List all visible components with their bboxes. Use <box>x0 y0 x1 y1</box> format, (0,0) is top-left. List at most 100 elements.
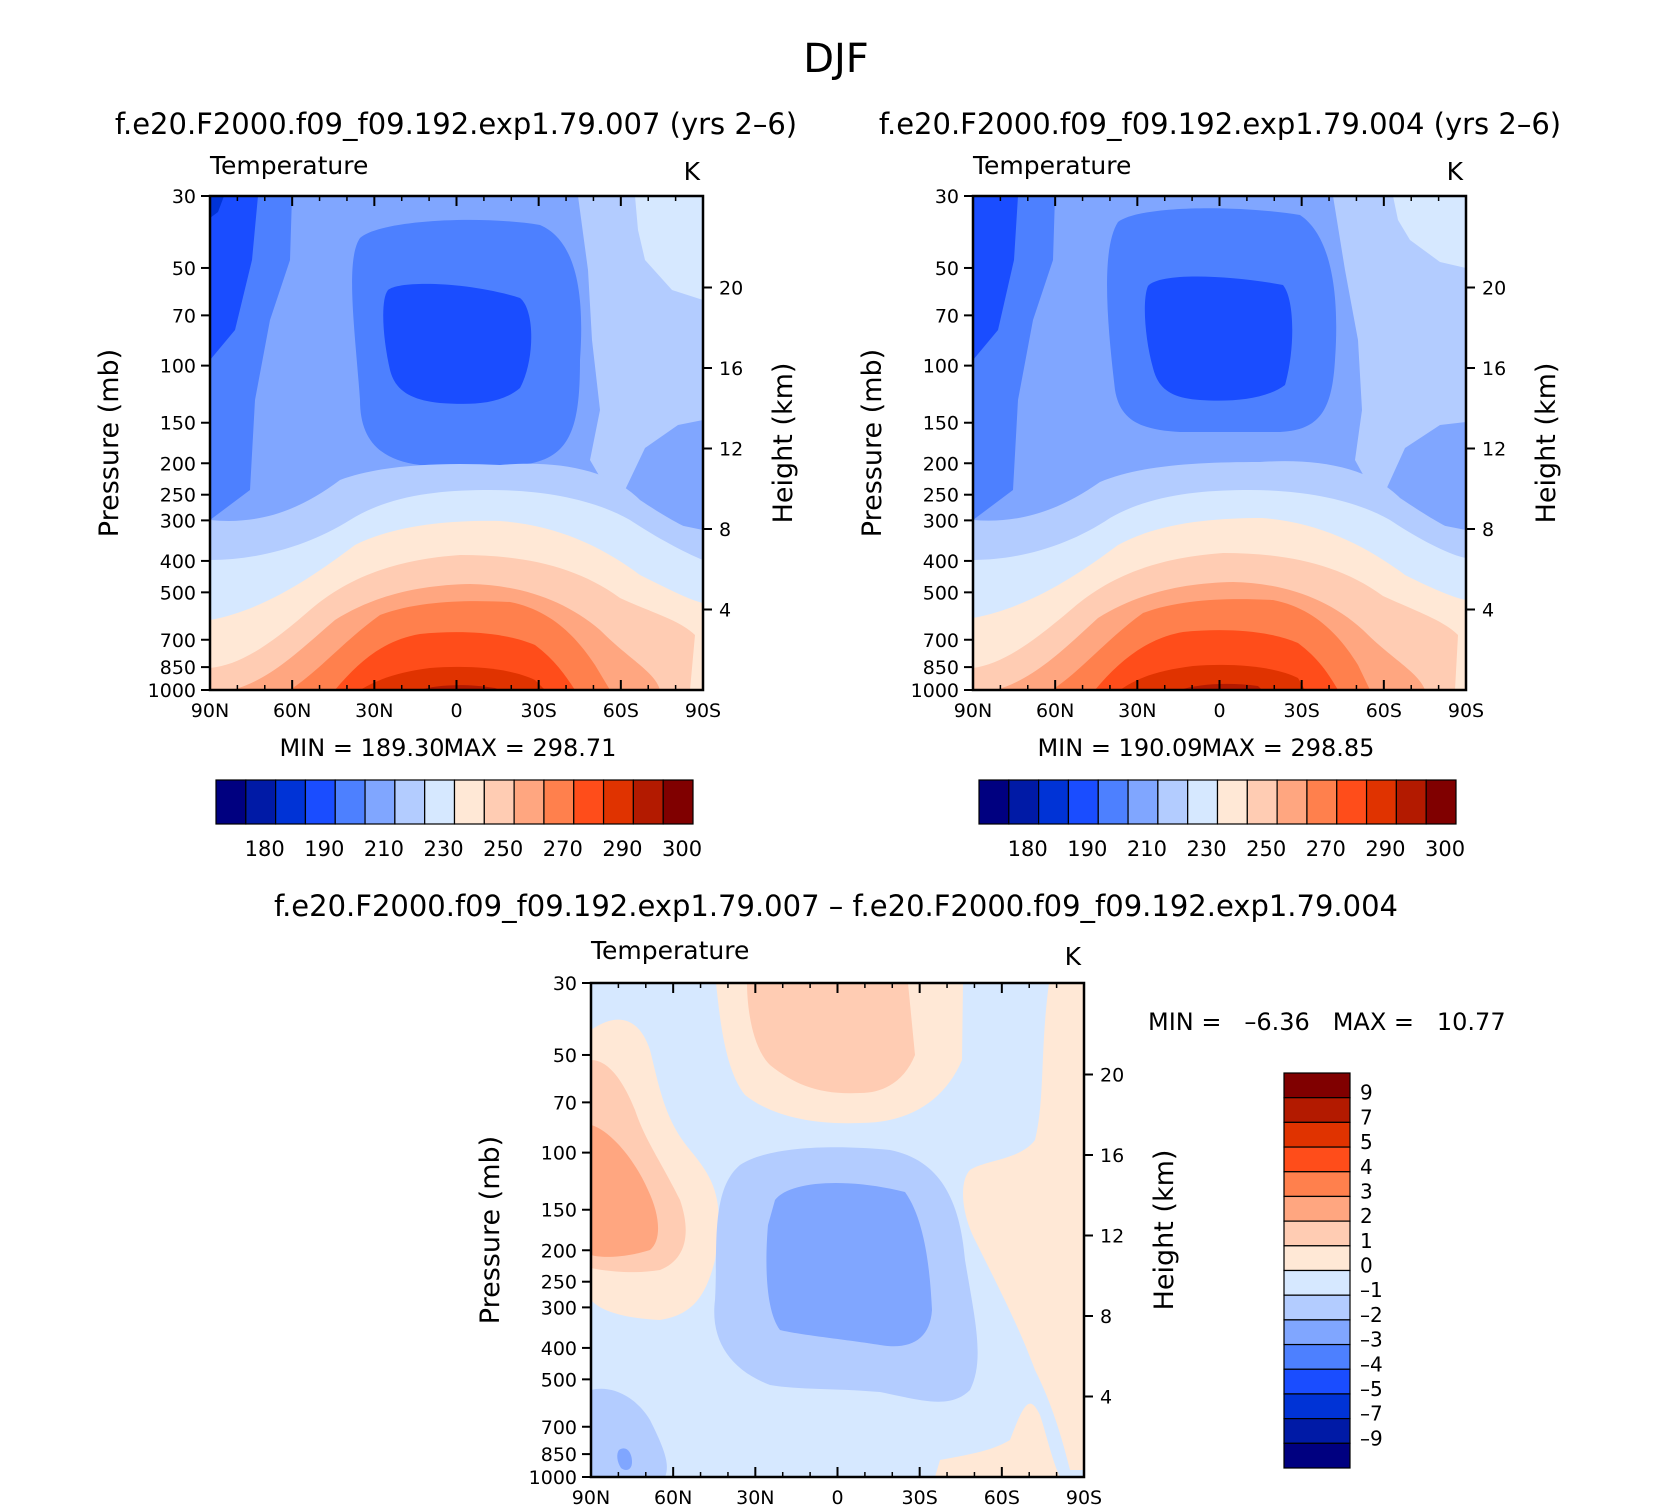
height-tick-label: 8 <box>1100 1306 1112 1328</box>
panel-1-title: f.e20.F2000.f09_f09.192.exp1.79.007 (yrs… <box>115 107 797 141</box>
fill-0-1-sfc <box>935 1403 1060 1477</box>
fill-200-210-nh <box>210 196 258 360</box>
y-tick-label: 200 <box>923 453 959 475</box>
fill-1-2-top <box>747 983 915 1094</box>
panel-1: f.e20.F2000.f09_f09.192.exp1.79.007 (yrs… <box>94 107 799 861</box>
x-tick-label: 90S <box>1066 1487 1102 1509</box>
panel-2: f.e20.F2000.f09_f09.192.exp1.79.004 (yrs… <box>857 107 1562 861</box>
panel-2-colorbar: 180 190 210 230 250 270 290 300 <box>978 779 1465 861</box>
y-tick-label: 850 <box>541 1444 577 1466</box>
colorbar-label: –4 <box>1360 1352 1383 1376</box>
colorbar-swatch <box>1283 1294 1351 1321</box>
y-tick-label: 1000 <box>911 680 959 702</box>
colorbar-swatch <box>215 779 247 825</box>
y-tick-label: 200 <box>160 453 196 475</box>
y-tick-label: 50 <box>172 258 196 280</box>
fill-0-1-sh <box>963 983 1084 1470</box>
colorbar-label: 180 <box>245 837 285 861</box>
colorbar-swatch <box>1187 779 1219 825</box>
colorbar-label: 0 <box>1360 1254 1373 1278</box>
height-tick-label: 16 <box>719 358 743 380</box>
y-tick-label: 400 <box>923 551 959 573</box>
panel-3-ylabel-right: Height (km) <box>1149 1150 1180 1311</box>
panel-3-title: f.e20.F2000.f09_f09.192.exp1.79.007 – f.… <box>274 889 1398 923</box>
colorbar-label: 300 <box>1425 837 1465 861</box>
y-tick-label: 100 <box>160 356 196 378</box>
y-tick-label: 150 <box>541 1200 577 1222</box>
colorbar-swatch <box>573 779 605 825</box>
colorbar-swatch <box>632 779 664 825</box>
height-tick-label: 4 <box>1482 599 1494 621</box>
colorbar-swatch <box>334 779 366 825</box>
colorbar-swatch <box>1127 779 1159 825</box>
y-tick-label: 30 <box>172 186 196 208</box>
fill-220-230-sh <box>625 420 703 530</box>
x-tick-label: 30N <box>736 1487 774 1509</box>
x-tick-label: 30S <box>521 700 557 722</box>
colorbar-swatch <box>304 779 336 825</box>
panel-2-axes: 3050701001502002503004005007008501000481… <box>911 186 1507 722</box>
colorbar-swatch <box>424 779 456 825</box>
y-tick-label: 250 <box>541 1272 577 1294</box>
colorbar-label: 9 <box>1360 1081 1373 1105</box>
panel-2-title: f.e20.F2000.f09_f09.192.exp1.79.004 (yrs… <box>879 107 1561 141</box>
y-tick-label: 70 <box>935 305 959 327</box>
y-tick-label: 250 <box>923 485 959 507</box>
x-tick-label: 60N <box>654 1487 692 1509</box>
colorbar-swatch <box>1283 1269 1351 1296</box>
height-tick-label: 8 <box>1482 519 1494 541</box>
x-tick-label: 30N <box>1118 700 1156 722</box>
x-tick-label: 0 <box>450 700 462 722</box>
colorbar-swatch <box>1283 1418 1351 1444</box>
colorbar-swatch <box>1283 1368 1351 1395</box>
x-tick-label: 60S <box>984 1487 1020 1509</box>
height-tick-label: 12 <box>1100 1225 1124 1247</box>
y-tick-label: 50 <box>935 258 959 280</box>
colorbar-label: 180 <box>1008 837 1048 861</box>
colorbar-label: 190 <box>1067 837 1107 861</box>
colorbar-swatch <box>1283 1121 1351 1148</box>
colorbar-swatch <box>543 779 575 825</box>
x-tick-label: 90S <box>1448 700 1484 722</box>
x-tick-label: 90N <box>954 700 992 722</box>
fill-200-210-trop <box>383 283 532 404</box>
colorbar-swatch <box>1425 779 1457 825</box>
x-tick-label: 90N <box>572 1487 610 1509</box>
colorbar-swatch <box>1097 779 1129 825</box>
height-tick-label: 12 <box>1482 438 1506 460</box>
fill-minus1-minus2-nh-low <box>591 1388 667 1477</box>
y-tick-label: 250 <box>160 485 196 507</box>
colorbar-label: –1 <box>1360 1278 1383 1302</box>
colorbar-swatch <box>1283 1343 1351 1370</box>
panel-1-ylabel-right: Height (km) <box>768 363 799 524</box>
x-tick-label: 60S <box>1366 700 1402 722</box>
colorbar-swatch <box>275 779 307 825</box>
colorbar-label: 1 <box>1360 1229 1373 1253</box>
height-tick-label: 8 <box>719 519 731 541</box>
colorbar-label: –5 <box>1360 1377 1383 1401</box>
colorbar-swatch <box>1395 779 1427 825</box>
height-tick-label: 12 <box>719 438 743 460</box>
height-tick-label: 20 <box>719 277 743 299</box>
colorbar-swatch <box>483 779 515 825</box>
y-tick-label: 1000 <box>529 1467 577 1489</box>
y-tick-label: 700 <box>160 630 196 652</box>
x-tick-label: 60N <box>1036 700 1074 722</box>
colorbar-swatch <box>602 779 634 825</box>
colorbar-label: 210 <box>364 837 404 861</box>
y-tick-label: 300 <box>160 510 196 532</box>
fill-2-3-nh <box>591 1125 659 1257</box>
panel-1-axes: 3050701001502002503004005007008501000481… <box>148 186 744 722</box>
y-tick-label: 400 <box>160 551 196 573</box>
colorbar-swatch <box>1283 1097 1351 1123</box>
colorbar-swatch <box>1283 1220 1351 1247</box>
fill-300-plus <box>360 666 545 690</box>
colorbar-label: 290 <box>1365 837 1405 861</box>
colorbar-label: 4 <box>1360 1155 1373 1179</box>
y-tick-label: 300 <box>541 1297 577 1319</box>
y-tick-label: 150 <box>923 413 959 435</box>
colorbar-label: –3 <box>1360 1328 1383 1352</box>
y-tick-label: 500 <box>541 1369 577 1391</box>
y-tick-label: 300 <box>923 510 959 532</box>
x-tick-label: 60N <box>273 700 311 722</box>
